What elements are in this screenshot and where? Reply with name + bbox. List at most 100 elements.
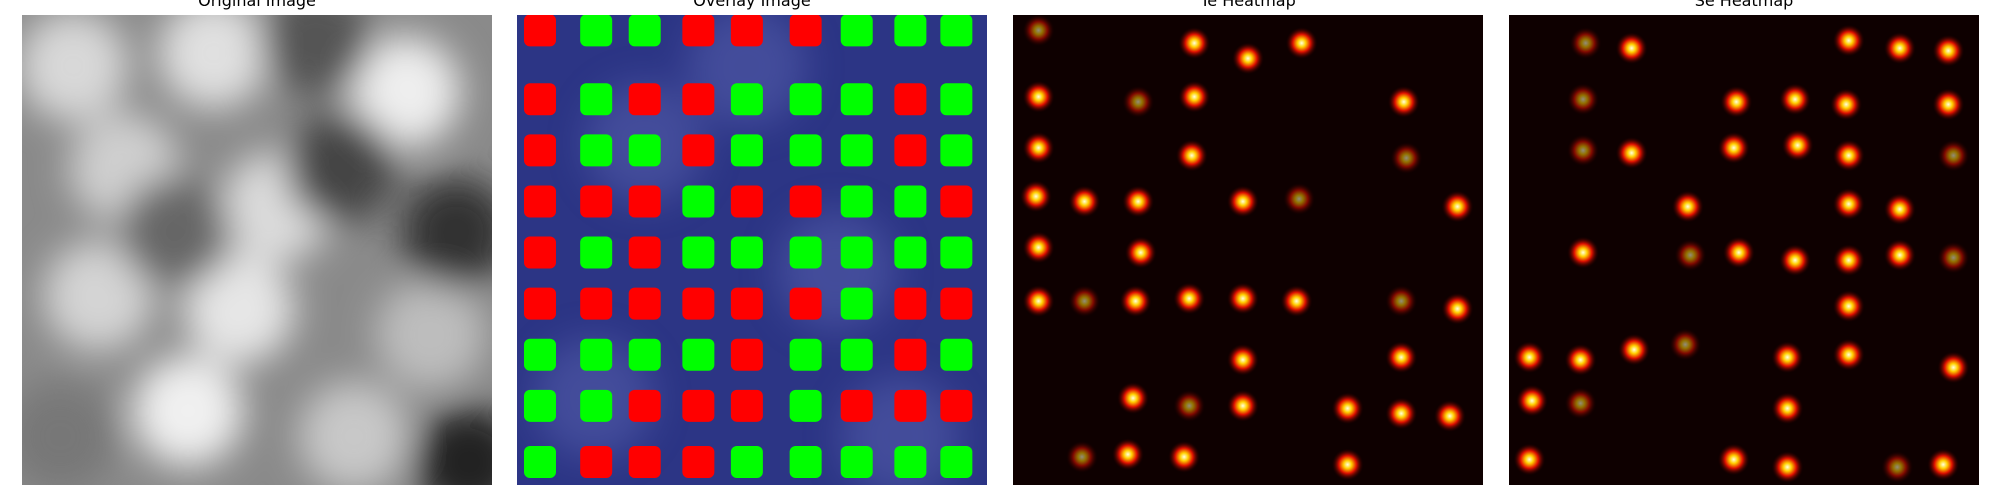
- heatmap-spot: [1513, 443, 1546, 476]
- detection-marker: [730, 446, 763, 479]
- detection-marker: [628, 446, 661, 479]
- texture-blob: [686, 15, 807, 127]
- texture-blob: [43, 240, 154, 351]
- detection-marker: [682, 446, 715, 479]
- detection-marker: [628, 287, 661, 320]
- texture-blob: [299, 381, 410, 485]
- heatmap-spot: [1927, 448, 1960, 481]
- heatmap-spot: [1068, 185, 1101, 218]
- heatmap-spot: [1937, 241, 1970, 274]
- detection-marker: [682, 15, 715, 47]
- texture-blob: [184, 253, 295, 364]
- detection-marker: [840, 389, 873, 422]
- image-texture: [22, 15, 492, 485]
- detection-marker: [789, 236, 822, 269]
- heatmap-spot: [1832, 139, 1865, 172]
- detection-marker: [789, 389, 822, 422]
- detection-marker: [940, 15, 973, 47]
- detection-marker: [730, 15, 763, 47]
- heatmap-spot: [1390, 142, 1423, 175]
- detection-marker: [894, 83, 927, 116]
- heatmap-spot: [1119, 285, 1152, 318]
- heatmap-spot: [1178, 27, 1211, 60]
- detection-marker: [580, 15, 613, 47]
- heatmap-spot: [1232, 42, 1264, 75]
- detection-marker: [580, 338, 613, 371]
- heatmap-spot: [1937, 139, 1970, 172]
- detection-marker: [628, 389, 661, 422]
- texture-blob: [414, 407, 492, 485]
- panel-title: Overlay Image: [693, 0, 810, 10]
- heatmap-spot: [1280, 285, 1313, 318]
- heatmap-spot: [1068, 285, 1101, 318]
- detection-marker: [682, 134, 715, 167]
- heatmap-spot: [1331, 392, 1364, 425]
- heatmap-spot: [1331, 448, 1364, 481]
- detection-marker: [628, 134, 661, 167]
- detection-marker: [580, 134, 613, 167]
- heatmap-spot: [1022, 285, 1055, 318]
- detection-marker: [523, 134, 556, 167]
- detection-marker: [523, 83, 556, 116]
- detection-marker: [789, 287, 822, 320]
- texture-blob: [22, 381, 116, 485]
- detection-marker: [730, 185, 763, 218]
- heatmap-image: [1509, 15, 1979, 485]
- detection-marker: [789, 185, 822, 218]
- detection-marker: [628, 236, 661, 269]
- texture-blob: [286, 113, 397, 224]
- heatmap-spot: [1830, 88, 1863, 121]
- heatmap-spot: [1832, 188, 1865, 221]
- heatmap-spot: [1117, 382, 1150, 415]
- texture-blob: [350, 36, 461, 147]
- heatmap-spot: [1832, 244, 1865, 277]
- detection-marker: [730, 389, 763, 422]
- heatmap-spot: [1567, 236, 1600, 269]
- detection-marker: [523, 15, 556, 47]
- heatmap-spot: [1173, 282, 1206, 315]
- heatmap-spot: [1385, 397, 1418, 430]
- heatmap-spot: [1387, 85, 1420, 118]
- heatmap-spot: [1771, 392, 1804, 425]
- heatmap-spot: [1564, 343, 1597, 376]
- detection-marker: [940, 287, 973, 320]
- heatmap-spot: [1567, 83, 1600, 116]
- heatmap-spot: [1567, 134, 1600, 167]
- detection-marker: [682, 389, 715, 422]
- heatmap-spot: [1615, 136, 1648, 169]
- detection-marker: [523, 185, 556, 218]
- heatmap-spot: [1669, 328, 1702, 361]
- detection-marker: [730, 83, 763, 116]
- heatmap-spot: [1441, 190, 1474, 223]
- heatmap-spot: [1513, 341, 1546, 374]
- detection-marker: [840, 185, 873, 218]
- detection-marker: [682, 287, 715, 320]
- detection-marker: [682, 185, 715, 218]
- heatmap-spot: [1717, 131, 1750, 164]
- detection-marker: [940, 185, 973, 218]
- detection-marker: [628, 338, 661, 371]
- heatmap-spot: [1937, 351, 1970, 384]
- heatmap-spot: [1168, 440, 1201, 473]
- detection-marker: [894, 236, 927, 269]
- heatmap-spot: [1615, 32, 1648, 65]
- detection-marker: [894, 446, 927, 479]
- heatmap-spot: [1932, 88, 1965, 121]
- heatmap-spot: [1779, 244, 1812, 277]
- detection-marker: [682, 83, 715, 116]
- heatmap-spot: [1283, 182, 1316, 215]
- detection-marker: [940, 83, 973, 116]
- panel-title: Te Heatmap: [1199, 0, 1295, 10]
- heatmap-spot: [1285, 27, 1318, 60]
- detection-marker: [730, 236, 763, 269]
- detection-marker: [580, 83, 613, 116]
- detection-marker: [580, 287, 613, 320]
- detection-marker: [580, 236, 613, 269]
- heatmap-spot: [1226, 185, 1259, 218]
- heatmap-spot: [1178, 80, 1211, 113]
- detection-marker: [894, 134, 927, 167]
- heatmap-spot: [1019, 180, 1052, 213]
- overlay-image: [517, 15, 987, 485]
